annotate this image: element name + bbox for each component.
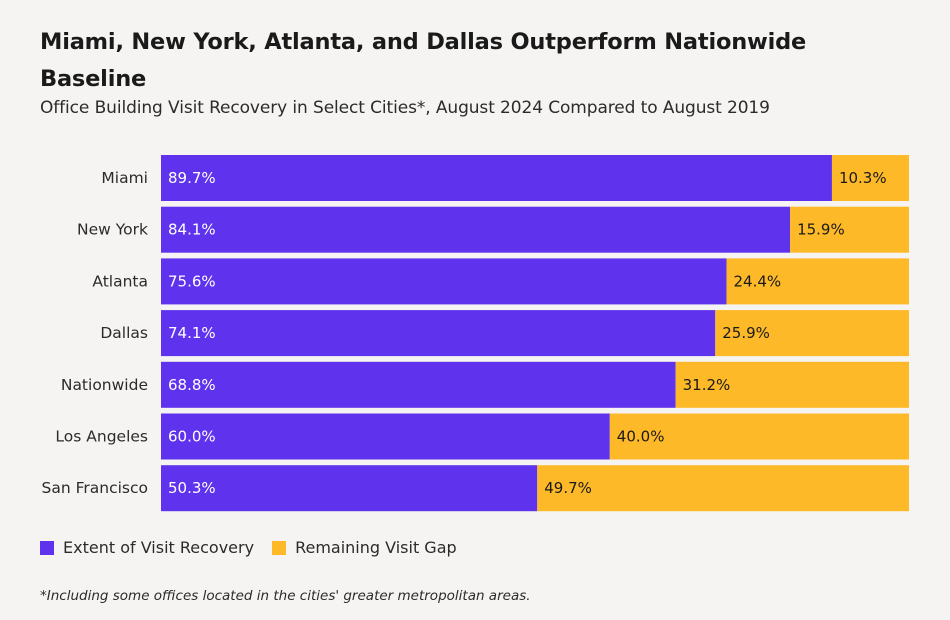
- gap-value-label-san-francisco: 49.7%: [544, 479, 592, 497]
- recovery-value-label-new-york: 84.1%: [168, 221, 216, 239]
- gap-value-label-new-york: 15.9%: [797, 221, 845, 239]
- gap-value-label-dallas: 25.9%: [722, 324, 770, 342]
- legend-item-recovery: Extent of Visit Recovery: [40, 538, 254, 557]
- gap-bar-nationwide: [675, 361, 909, 408]
- category-label-nationwide: Nationwide: [61, 376, 148, 394]
- chart-footnote: *Including some offices located in the c…: [40, 588, 531, 604]
- recovery-value-label-dallas: 74.1%: [168, 324, 216, 342]
- recovery-bar-atlanta: [161, 258, 727, 305]
- category-label-miami: Miami: [101, 169, 148, 187]
- gap-bar-los-angeles: [609, 413, 909, 460]
- legend-item-gap: Remaining Visit Gap: [272, 538, 457, 557]
- gap-bar-dallas: [715, 310, 909, 357]
- recovery-bar-miami: [161, 155, 832, 201]
- category-label-san-francisco: San Francisco: [42, 479, 148, 497]
- gap-bar-atlanta: [726, 258, 909, 305]
- legend-label-gap: Remaining Visit Gap: [295, 538, 457, 557]
- recovery-bar-los-angeles: [161, 413, 610, 460]
- recovery-value-label-nationwide: 68.8%: [168, 376, 216, 394]
- recovery-value-label-los-angeles: 60.0%: [168, 428, 216, 446]
- category-label-new-york: New York: [77, 221, 148, 239]
- legend-swatch-gap: [272, 540, 287, 555]
- category-label-los-angeles: Los Angeles: [55, 428, 148, 446]
- recovery-bar-san-francisco: [161, 465, 538, 512]
- chart-title: Miami, New York, Atlanta, and Dallas Out…: [40, 29, 807, 92]
- recovery-value-label-san-francisco: 50.3%: [168, 479, 216, 497]
- recovery-bar-dallas: [161, 310, 716, 357]
- gap-bar-san-francisco: [537, 465, 909, 512]
- recovery-bar-nationwide: [161, 361, 676, 408]
- category-label-dallas: Dallas: [100, 324, 148, 342]
- recovery-bar-new-york: [161, 206, 791, 253]
- category-label-atlanta: Atlanta: [92, 272, 148, 290]
- gap-value-label-atlanta: 24.4%: [733, 272, 781, 290]
- gap-bar-new-york: [790, 206, 909, 253]
- legend-swatch-recovery: [40, 540, 54, 555]
- legend-label-recovery: Extent of Visit Recovery: [63, 538, 255, 557]
- recovery-value-label-atlanta: 75.6%: [168, 272, 216, 290]
- gap-value-label-nationwide: 31.2%: [683, 376, 731, 394]
- gap-value-label-miami: 10.3%: [839, 169, 887, 187]
- recovery-value-label-miami: 89.7%: [168, 169, 216, 187]
- chart-legend: Extent of Visit Recovery Remaining Visit…: [40, 538, 475, 557]
- gap-bar-miami: [831, 155, 909, 201]
- gap-value-label-los-angeles: 40.0%: [617, 428, 665, 446]
- chart-subtitle: Office Building Visit Recovery in Select…: [40, 98, 770, 118]
